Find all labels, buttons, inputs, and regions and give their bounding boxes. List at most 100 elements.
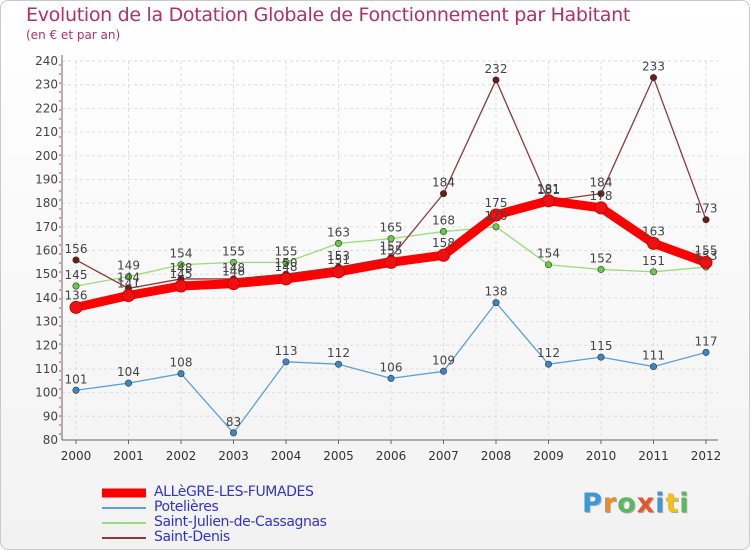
logo-letter: i — [679, 488, 690, 519]
data-point — [702, 216, 710, 224]
y-tick-label: 90 — [43, 409, 58, 423]
data-point — [647, 236, 660, 250]
data-point — [72, 256, 80, 264]
data-label: 109 — [432, 353, 455, 367]
data-label: 106 — [380, 360, 403, 374]
data-label: 184 — [432, 176, 455, 190]
data-point — [230, 258, 238, 266]
legend-swatch-allegre — [102, 488, 146, 497]
data-point — [439, 190, 447, 198]
data-label: 148 — [170, 261, 193, 275]
data-label: 144 — [117, 270, 140, 284]
y-tick-label: 110 — [35, 362, 58, 376]
data-label: 141 — [117, 277, 140, 291]
data-label: 181 — [537, 182, 560, 196]
logo-letter: P — [582, 488, 603, 519]
x-tick-label: 2008 — [481, 449, 512, 463]
data-label: 165 — [380, 221, 403, 235]
data-label: 136 — [65, 288, 88, 302]
data-point — [492, 223, 500, 231]
data-label: 149 — [117, 259, 140, 273]
y-tick-label: 120 — [35, 338, 58, 352]
data-label: 150 — [275, 256, 298, 270]
y-tick-label: 140 — [35, 291, 58, 305]
data-point — [702, 348, 710, 356]
data-label: 117 — [695, 334, 718, 348]
data-point — [649, 363, 657, 371]
legend-item-saint-julien[interactable]: Saint-Julien-de-Cassagnas — [100, 515, 327, 530]
data-label: 175 — [485, 196, 508, 210]
data-point — [72, 386, 80, 394]
x-tick-label: 2010 — [586, 449, 617, 463]
data-point — [597, 353, 605, 361]
x-tick-label: 2001 — [113, 449, 144, 463]
legend-label-saint-julien: Saint-Julien-de-Cassagnas — [154, 514, 327, 530]
data-label: 152 — [590, 251, 613, 265]
data-point — [334, 239, 342, 247]
y-tick-label: 210 — [35, 125, 58, 139]
data-point — [282, 358, 290, 366]
y-tick-label: 100 — [35, 386, 58, 400]
data-point — [384, 255, 398, 269]
legend-swatch-potelieres — [102, 506, 146, 509]
data-point — [489, 208, 503, 222]
data-label: 154 — [537, 247, 560, 261]
legend-item-saint-denis[interactable]: Saint-Denis — [100, 530, 327, 545]
data-point — [332, 265, 345, 279]
data-label: 104 — [117, 365, 140, 379]
x-tick-label: 2002 — [166, 449, 197, 463]
data-point — [72, 282, 80, 290]
logo-letter: i — [655, 488, 666, 519]
data-label: 156 — [65, 242, 88, 256]
data-label: 173 — [695, 202, 718, 216]
data-label: 153 — [327, 249, 350, 263]
data-label: 178 — [590, 189, 613, 203]
data-point — [649, 74, 657, 82]
data-label: 181 — [537, 183, 560, 197]
data-label: 138 — [485, 285, 508, 299]
data-label: 148 — [222, 261, 245, 275]
data-point — [177, 261, 185, 269]
data-point — [334, 360, 342, 368]
data-point — [437, 248, 450, 262]
data-label: 184 — [590, 176, 613, 190]
data-point — [279, 272, 293, 286]
data-label: 232 — [485, 62, 508, 76]
y-tick-label: 160 — [35, 244, 58, 258]
data-label: 170 — [485, 209, 508, 223]
data-label: 163 — [327, 225, 350, 239]
data-point — [282, 258, 290, 266]
data-label: 113 — [275, 344, 298, 358]
data-point — [439, 367, 447, 375]
data-label: 115 — [590, 339, 613, 353]
data-label: 101 — [65, 372, 88, 386]
legend-item-allegre[interactable]: ALLèGRE-LES-FUMADES — [100, 485, 327, 500]
x-tick-label: 2005 — [323, 449, 354, 463]
data-point — [544, 360, 552, 368]
data-point — [174, 279, 188, 293]
data-label: 112 — [327, 346, 350, 360]
data-point — [594, 201, 608, 215]
x-tick-label: 2011 — [638, 449, 669, 463]
data-label: 168 — [432, 214, 455, 228]
y-tick-label: 180 — [35, 196, 58, 210]
x-tick-label: 2000 — [61, 449, 92, 463]
y-tick-label: 170 — [35, 220, 58, 234]
data-label: 112 — [537, 346, 560, 360]
y-tick-label: 220 — [35, 101, 58, 115]
data-label: 155 — [695, 243, 718, 257]
data-point — [699, 255, 713, 269]
logo-letter: t — [665, 488, 680, 519]
data-label: 155 — [275, 244, 298, 258]
data-label: 155 — [380, 243, 403, 257]
proxiti-logo: Proxiti — [582, 488, 690, 519]
logo-letter: r — [602, 488, 618, 519]
legend-item-potelieres[interactable]: Potelières — [100, 500, 327, 515]
x-tick-label: 2006 — [376, 449, 407, 463]
data-point — [387, 374, 395, 382]
chart-legend: ALLèGRE-LES-FUMADES Potelières Saint-Jul… — [100, 485, 327, 545]
legend-label-potelieres: Potelières — [154, 499, 219, 515]
data-point — [230, 429, 238, 437]
